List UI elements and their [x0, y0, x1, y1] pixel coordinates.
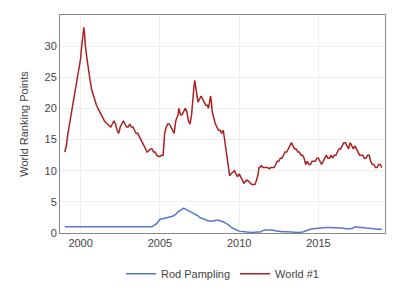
svg-text:2000: 2000 [68, 237, 92, 249]
svg-text:30: 30 [45, 40, 57, 52]
svg-text:10: 10 [45, 165, 57, 177]
svg-text:2015: 2015 [306, 237, 330, 249]
svg-text:5: 5 [51, 196, 57, 208]
svg-text:15: 15 [45, 133, 57, 145]
svg-text:0: 0 [51, 227, 57, 239]
svg-text:World Ranking Points: World Ranking Points [18, 71, 30, 177]
svg-text:2010: 2010 [227, 237, 251, 249]
svg-text:2005: 2005 [148, 237, 172, 249]
svg-text:World #1: World #1 [275, 268, 319, 280]
svg-text:20: 20 [45, 102, 57, 114]
svg-text:25: 25 [45, 71, 57, 83]
svg-text:Rod Pampling: Rod Pampling [161, 268, 230, 280]
